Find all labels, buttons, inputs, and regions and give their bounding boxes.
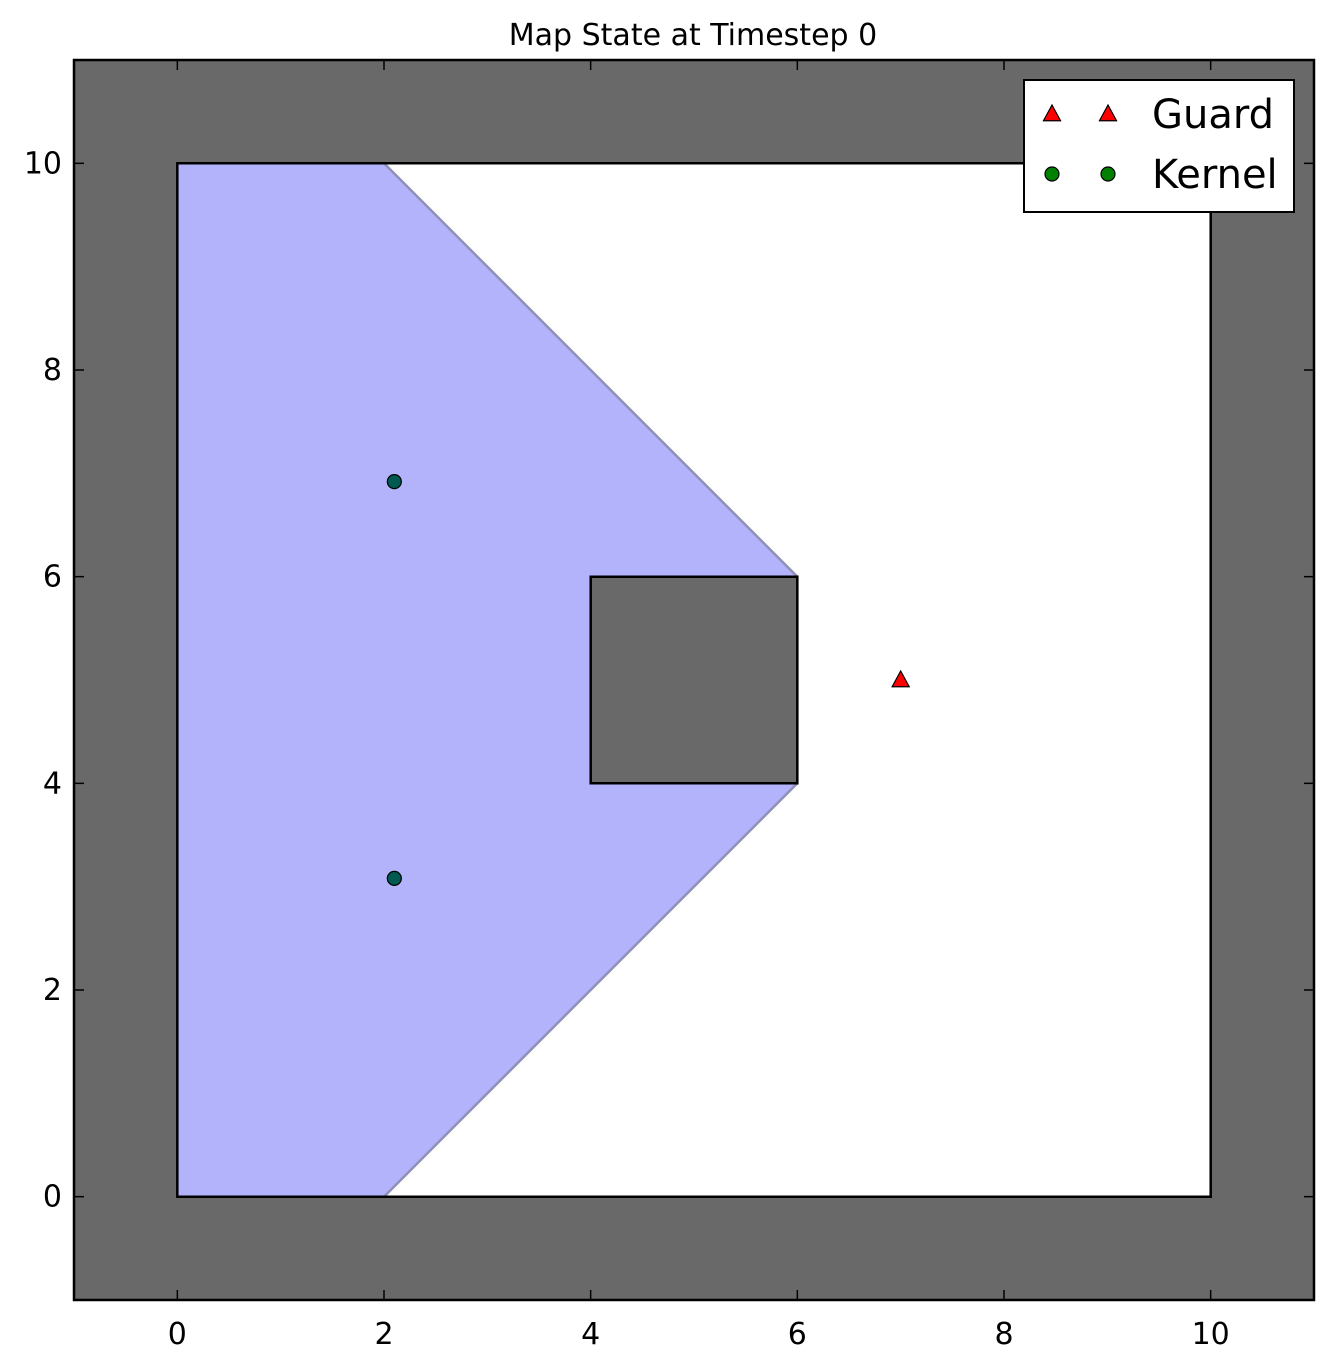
legend-box	[1023, 79, 1295, 213]
inner-obstacle	[589, 575, 799, 785]
y-tick-label: 4	[43, 766, 62, 801]
y-tick-label: 2	[43, 973, 62, 1008]
kernel-point-1	[386, 474, 402, 490]
markers	[386, 474, 911, 887]
legend-label-guard: Guard	[1152, 92, 1274, 138]
y-tick-label: 10	[24, 146, 62, 181]
plot-frame	[72, 58, 1316, 1302]
x-tick-label: 0	[168, 1317, 187, 1352]
legend: Guard Kernel	[1023, 79, 1295, 213]
guard-point-1	[891, 669, 911, 688]
legend-kernel-marker-1	[1044, 166, 1060, 182]
x-tick-label: 8	[994, 1317, 1013, 1352]
legend-guard-marker-2	[1098, 103, 1118, 122]
x-tick-label: 10	[1192, 1317, 1230, 1352]
y-tick-label: 6	[43, 560, 62, 595]
axis-ticks: 0 2 4 6 8 10 0 2 4 6 8 10	[24, 60, 1314, 1352]
x-tick-label: 4	[581, 1317, 600, 1352]
obstacles	[589, 575, 799, 785]
x-tick-label: 6	[788, 1317, 807, 1352]
legend-kernel-marker-2	[1100, 166, 1116, 182]
chart-title: Map State at Timestep 0	[509, 18, 877, 53]
kernel-point-2	[386, 870, 402, 887]
legend-guard-marker-1	[1042, 103, 1062, 122]
y-tick-label: 0	[43, 1180, 62, 1215]
y-tick-label: 8	[43, 353, 62, 388]
legend-label-kernel: Kernel	[1152, 152, 1278, 198]
x-tick-label: 2	[374, 1317, 393, 1352]
